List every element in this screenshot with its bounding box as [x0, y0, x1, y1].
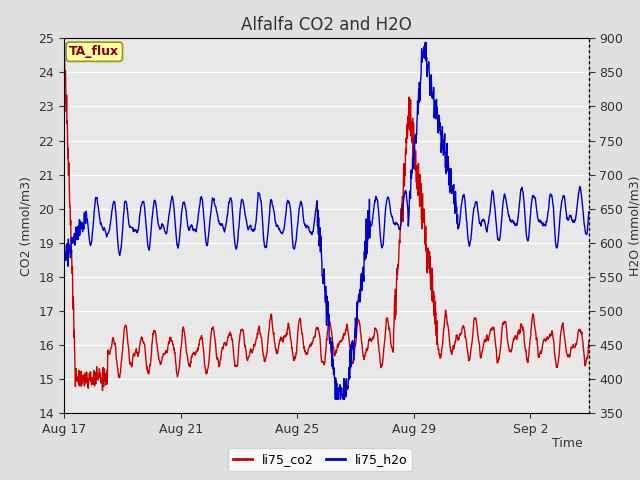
Legend: li75_co2, li75_h2o: li75_co2, li75_h2o: [228, 448, 412, 471]
Text: Time: Time: [552, 437, 582, 450]
Text: TA_flux: TA_flux: [69, 45, 120, 58]
Y-axis label: CO2 (mmol/m3): CO2 (mmol/m3): [20, 176, 33, 276]
Title: Alfalfa CO2 and H2O: Alfalfa CO2 and H2O: [241, 16, 412, 34]
Y-axis label: H2O (mmol/m3): H2O (mmol/m3): [628, 175, 640, 276]
